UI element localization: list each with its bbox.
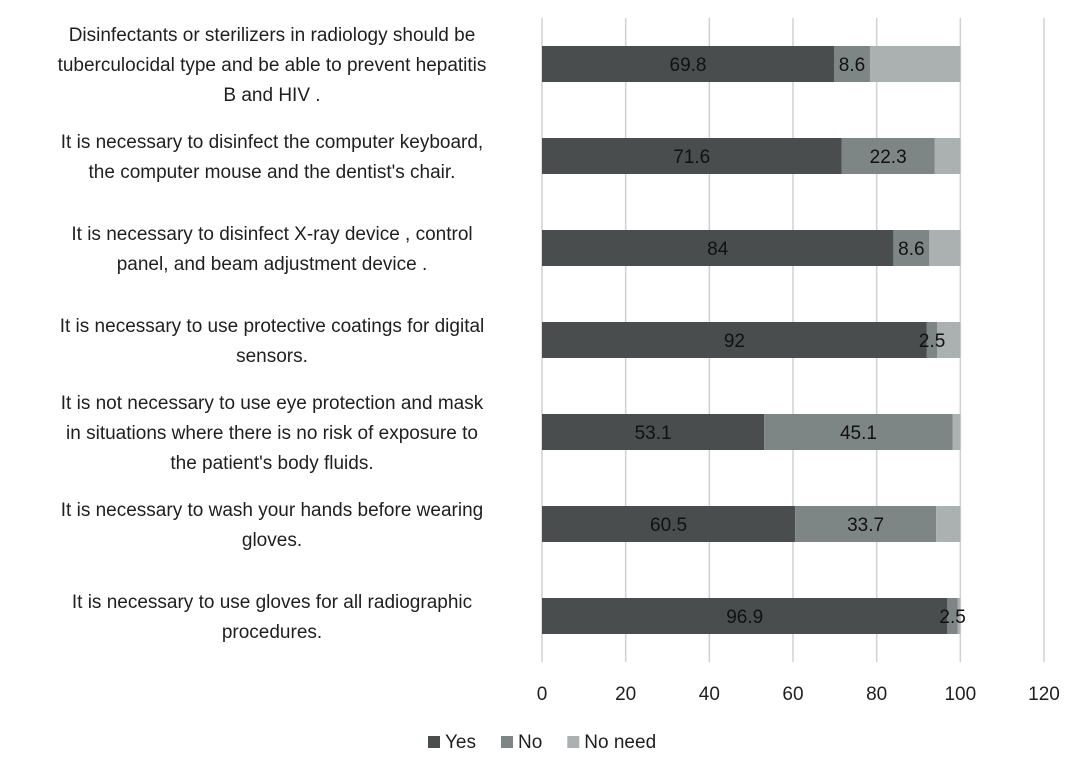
bar-segment-no-need	[929, 230, 961, 266]
bar-segment-yes	[542, 506, 796, 542]
bar-segment-yes	[542, 46, 834, 82]
category-label: It is necessary to disinfect X-ray devic…	[71, 224, 472, 275]
data-label: 2.5	[939, 607, 965, 628]
category-label: It is necessary to wash your hands befor…	[61, 500, 483, 551]
bars	[542, 46, 961, 634]
bar-segment-no	[947, 598, 958, 634]
legend-label: Yes	[445, 732, 476, 753]
data-labels: 69.8 8.6 71.6 22.3 84 8.6 92 2.5 53.1 45.1 60.5 33.…	[635, 55, 966, 628]
bar-segment-yes	[542, 322, 927, 358]
category-label: It is necessary to disinfect the compute…	[61, 132, 483, 183]
data-label: 8.6	[839, 55, 865, 76]
x-tick-label: 120	[1028, 684, 1060, 705]
legend-label: No	[518, 732, 542, 753]
x-tick-label: 20	[615, 684, 636, 705]
data-label: 92	[724, 331, 745, 352]
data-label: 60.5	[650, 515, 687, 536]
bar-segment-yes	[542, 598, 948, 634]
bar-segment-no-need	[869, 46, 961, 82]
data-label: 45.1	[840, 423, 877, 444]
x-tick-label: 40	[699, 684, 720, 705]
bar-segment-yes	[542, 138, 842, 174]
legend: Yes No No need	[428, 732, 656, 753]
data-label: 22.3	[870, 147, 907, 168]
x-tick-label: 60	[782, 684, 803, 705]
data-label: 96.9	[726, 607, 763, 628]
x-tick-label: 0	[537, 684, 548, 705]
category-label: It is necessary to use protective coatin…	[60, 316, 485, 367]
bar-segment-no-need	[952, 414, 961, 450]
bar-segment-no	[764, 414, 953, 450]
data-label: 33.7	[847, 515, 884, 536]
legend-swatch	[567, 736, 580, 748]
bar-segment-yes	[542, 230, 894, 266]
category-label: Disinfectants or sterilizers in radiolog…	[58, 25, 487, 106]
bar-segment-no-need	[934, 138, 961, 174]
bar-segment-no-need	[957, 598, 961, 634]
category-label: It is not necessary to use eye protectio…	[61, 393, 484, 474]
data-label: 8.6	[898, 239, 924, 260]
data-label: 84	[707, 239, 729, 260]
data-label: 53.1	[635, 423, 672, 444]
bar-segment-no	[841, 138, 935, 174]
legend-label: No need	[584, 732, 656, 753]
bar-segment-no	[833, 46, 870, 82]
x-tick-label: 80	[866, 684, 887, 705]
bar-segment-no	[926, 322, 938, 358]
category-labels: Disinfectants or sterilizers in radiolog…	[58, 25, 487, 643]
bar-segment-no-need	[936, 506, 961, 542]
legend-swatch	[428, 736, 440, 748]
x-tick-label: 100	[944, 684, 976, 705]
bar-segment-no	[893, 230, 930, 266]
bar-segment-no-need	[937, 322, 961, 358]
x-axis-ticks: 0 20 40 60 80 100 120	[537, 684, 1060, 705]
category-label: It is necessary to use gloves for all ra…	[72, 592, 472, 643]
data-label: 69.8	[670, 55, 707, 76]
data-label: 2.5	[919, 331, 945, 352]
bar-segment-no	[795, 506, 937, 542]
data-label: 71.6	[673, 147, 710, 168]
legend-swatch	[501, 736, 513, 748]
bar-segment-yes	[542, 414, 765, 450]
